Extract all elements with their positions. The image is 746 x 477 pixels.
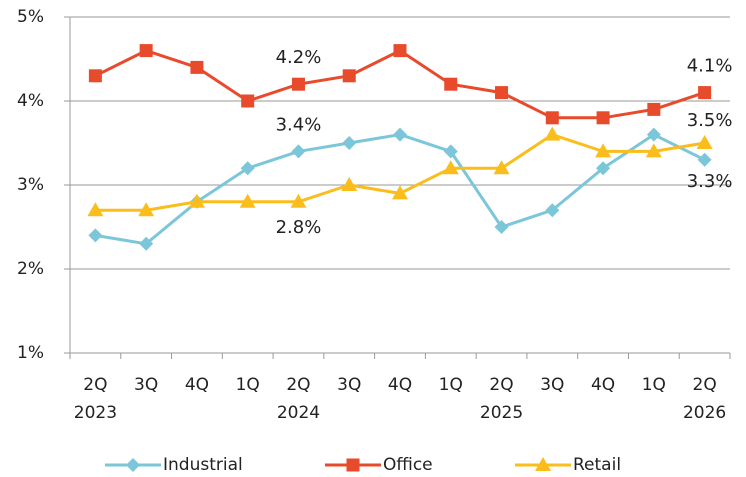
data-label: 3.4% [276, 114, 322, 135]
marker [596, 111, 610, 125]
x-tick-label: 4Q [185, 375, 209, 395]
x-year-label: 2023 [74, 403, 117, 423]
data-label: 4.1% [687, 56, 733, 77]
marker [88, 228, 103, 243]
marker [139, 236, 154, 251]
marker [138, 202, 155, 217]
marker [341, 177, 358, 191]
marker [444, 77, 458, 91]
data-label: 3.3% [687, 171, 733, 192]
marker [291, 77, 305, 91]
x-tick-label: 4Q [591, 375, 615, 395]
marker [595, 143, 612, 158]
marker [188, 193, 205, 208]
marker [647, 102, 661, 116]
marker [442, 160, 459, 175]
x-tick-label: 2Q [286, 375, 310, 395]
legend-label: Retail [573, 455, 621, 475]
marker [190, 60, 204, 74]
marker [697, 152, 712, 167]
marker [87, 202, 104, 217]
marker [139, 44, 153, 58]
marker [126, 458, 140, 472]
series-line [94, 48, 706, 120]
marker [346, 458, 360, 472]
y-tick-label: 2% [17, 259, 44, 279]
marker [342, 69, 356, 83]
marker [545, 111, 559, 125]
marker [393, 44, 407, 58]
data-label: 3.5% [687, 110, 733, 131]
marker [545, 203, 560, 218]
x-tick-label: 1Q [439, 375, 463, 395]
marker [544, 126, 561, 141]
x-tick-label: 2Q [83, 375, 107, 395]
y-tick-label: 3% [17, 175, 44, 195]
x-year-label: 2024 [277, 403, 320, 423]
marker [392, 185, 408, 200]
marker [241, 94, 255, 108]
data-label: 2.8% [276, 217, 322, 238]
marker [443, 144, 458, 159]
marker [493, 160, 510, 175]
marker [291, 144, 306, 159]
marker [290, 193, 307, 208]
x-year-label: 2025 [480, 403, 523, 423]
marker [696, 135, 713, 149]
x-tick-label: 3Q [540, 375, 564, 395]
x-tick-label: 1Q [236, 375, 260, 395]
x-year-label: 2026 [683, 403, 726, 423]
y-tick-label: 4% [17, 91, 44, 111]
marker [494, 220, 509, 234]
x-tick-label: 1Q [642, 375, 666, 395]
marker [645, 143, 662, 158]
x-tick-label: 3Q [337, 375, 361, 395]
legend-label: Industrial [163, 455, 243, 475]
marker [698, 86, 712, 100]
marker [240, 161, 255, 176]
x-tick-label: 2Q [693, 375, 717, 395]
marker [239, 193, 256, 208]
x-tick-label: 4Q [388, 375, 412, 395]
marker [393, 127, 407, 142]
marker [596, 161, 611, 176]
marker [646, 127, 661, 142]
data-label: 4.2% [276, 47, 322, 68]
y-tick-label: 5% [17, 7, 44, 27]
legend-label: Office [383, 455, 433, 475]
x-tick-label: 3Q [134, 375, 158, 395]
marker [88, 69, 102, 83]
y-tick-label: 1% [17, 343, 44, 363]
marker [535, 457, 551, 471]
x-tick-label: 2Q [489, 375, 513, 395]
marker [342, 136, 357, 150]
marker [495, 86, 509, 100]
